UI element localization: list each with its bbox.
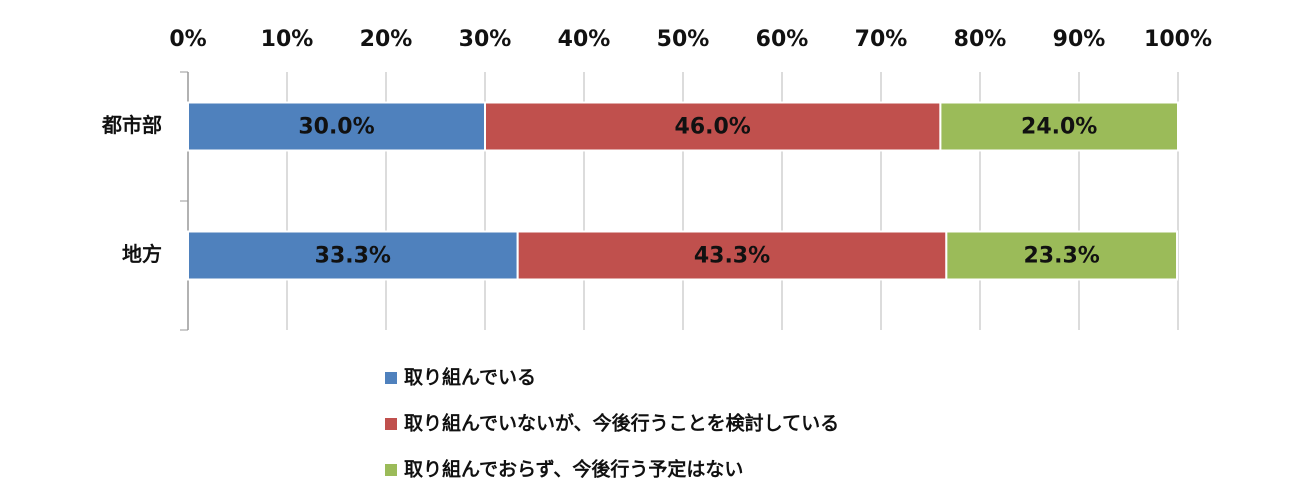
x-tick-label: 20% <box>360 27 413 52</box>
legend-label: 取り組んでおらず、今後行う予定はない <box>404 458 743 481</box>
x-tick-label: 90% <box>1053 27 1106 52</box>
legend-swatch <box>385 372 397 384</box>
x-tick-label: 100% <box>1144 27 1212 52</box>
legend-swatch <box>385 464 397 476</box>
legend-label: 取り組んでいないが、今後行うことを検討している <box>404 412 839 435</box>
x-tick-label: 80% <box>954 27 1007 52</box>
data-label: 24.0% <box>1021 115 1097 140</box>
data-label: 23.3% <box>1024 244 1100 269</box>
bar-segment <box>939 101 1180 152</box>
x-tick-label: 0% <box>169 27 206 52</box>
data-label: 46.0% <box>675 115 751 140</box>
y-tick-label: 地方 <box>122 242 162 266</box>
x-tick-label: 10% <box>261 27 314 52</box>
x-tick-label: 70% <box>855 27 908 52</box>
bar-segment <box>945 230 1179 281</box>
x-tick-label: 60% <box>756 27 809 52</box>
x-tick-label: 50% <box>657 27 710 52</box>
data-label: 30.0% <box>298 115 374 140</box>
data-label: 43.3% <box>694 244 770 269</box>
y-tick-label: 都市部 <box>101 113 162 137</box>
legend-label: 取り組んでいる <box>404 366 536 389</box>
data-label: 33.3% <box>315 244 391 269</box>
x-tick-label: 30% <box>459 27 512 52</box>
x-tick-label: 40% <box>558 27 611 52</box>
legend-swatch <box>385 418 397 430</box>
